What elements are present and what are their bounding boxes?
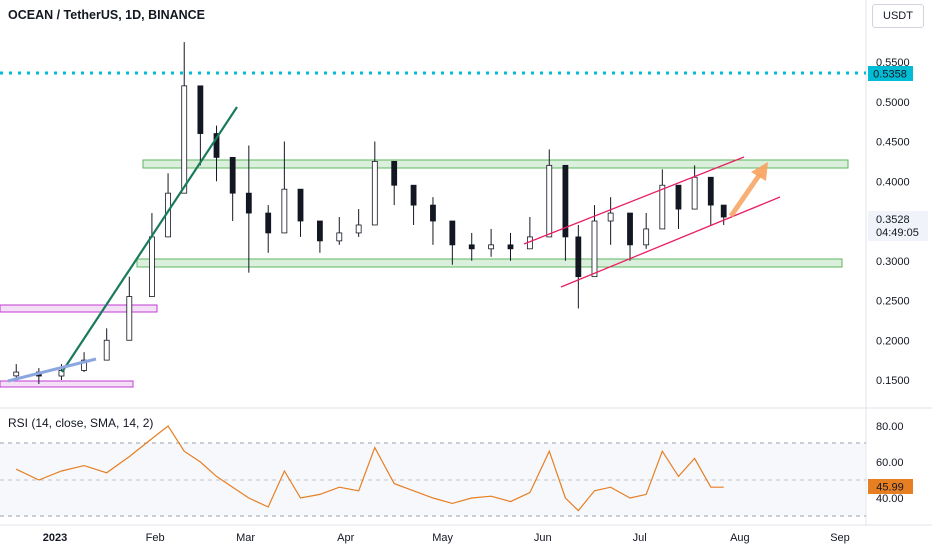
candle-body: [575, 236, 582, 278]
candle-body: [229, 156, 236, 194]
rsi-label: RSI (14, close, SMA, 14, 2): [8, 416, 154, 430]
candle-body: [707, 176, 714, 206]
zone-magenta-upper: [0, 304, 158, 313]
price-tick-label: 0.2500: [876, 296, 910, 308]
candle-body: [430, 204, 436, 222]
rsi-tick-label: 80.00: [876, 421, 904, 433]
rsi-axis: 80.00 60.00 40.00: [876, 421, 904, 505]
time-tick-label: Apr: [337, 532, 354, 544]
candle-body: [197, 85, 204, 134]
candle-body: [468, 244, 475, 250]
price-tick-label: 0.3000: [876, 256, 910, 268]
price-tick-label: 0.5000: [876, 97, 910, 109]
projection-arrow: [728, 162, 768, 218]
candle-body: [181, 85, 188, 194]
candle-body: [371, 160, 378, 226]
candle-body: [58, 370, 65, 377]
candle-body: [488, 244, 495, 250]
candle-body: [546, 164, 553, 238]
candle-body: [391, 160, 398, 186]
price-tick-label: 0.4000: [876, 176, 910, 188]
candle-body: [691, 176, 698, 210]
candle-body: [281, 188, 288, 234]
candle-body: [675, 184, 682, 210]
candle-body: [316, 220, 323, 242]
rsi-line: [15, 425, 724, 512]
level-label-text: 0.5358: [873, 69, 907, 81]
currency-button[interactable]: USDT: [872, 4, 924, 28]
rsi-tick-label: 60.00: [876, 457, 904, 469]
level-label-box: 0.5358: [868, 66, 913, 81]
candle-body: [336, 232, 343, 242]
time-tick-label: Aug: [730, 532, 750, 544]
time-tick-label: Sep: [830, 532, 850, 544]
candle-body: [643, 228, 650, 246]
candle-body: [81, 359, 87, 371]
zone-resistance: [142, 159, 849, 169]
channel-lower: [560, 196, 781, 288]
countdown-text: 04:49:05: [876, 227, 919, 239]
candle-body: [720, 204, 727, 218]
candle-body: [410, 184, 417, 206]
candle-body: [627, 212, 633, 246]
candle-series: [13, 42, 727, 384]
candle-body: [591, 220, 598, 278]
candle-body: [355, 224, 362, 234]
candle-body: [149, 236, 155, 297]
candle-body: [213, 133, 220, 158]
chart-title: OCEAN / TetherUS, 1D, BINANCE: [8, 8, 206, 22]
candle-body: [103, 339, 110, 361]
last-price-box: 0.3528 04:49:05: [868, 211, 928, 241]
trendline-green: [61, 106, 238, 373]
candle-body: [126, 296, 133, 341]
trendline-blue: [7, 357, 97, 383]
rsi-current-box: 45.99: [868, 479, 913, 494]
candle-body: [659, 184, 666, 230]
zone-magenta-lower: [0, 380, 134, 388]
time-tick-label: Feb: [146, 532, 165, 544]
rsi-current-text: 45.99: [876, 482, 904, 494]
candle-body: [607, 212, 614, 222]
price-tick-label: 0.1500: [876, 375, 910, 387]
candle-body: [265, 212, 272, 234]
rsi-tick-label: 40.00: [876, 493, 904, 505]
candle-body: [562, 164, 569, 238]
time-tick-label: 2023: [43, 532, 67, 544]
time-axis: 2023 Feb Mar Apr May Jun Jul Aug Sep: [43, 532, 850, 544]
candle-body: [507, 244, 514, 250]
time-tick-label: May: [432, 532, 453, 544]
last-price-text: 0.3528: [876, 214, 910, 226]
price-tick-label: 0.2000: [876, 335, 910, 347]
candle-body: [449, 220, 456, 246]
price-tick-label: 0.4500: [876, 137, 910, 149]
candle-body: [13, 371, 20, 377]
zone-support: [136, 258, 843, 268]
time-tick-label: Mar: [236, 532, 255, 544]
candle-body: [297, 188, 304, 222]
time-tick-label: Jun: [534, 532, 552, 544]
candle-body: [245, 192, 252, 214]
channel-upper: [523, 156, 745, 245]
time-tick-label: Jul: [633, 532, 647, 544]
